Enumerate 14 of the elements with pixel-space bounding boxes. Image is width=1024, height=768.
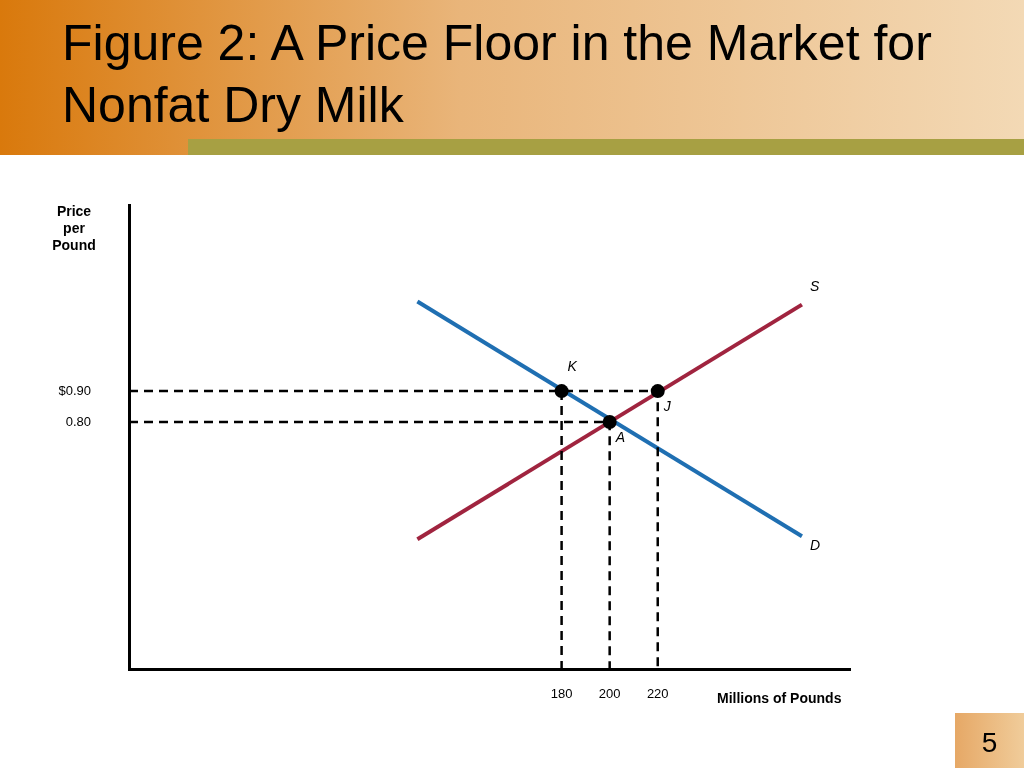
annotation: J xyxy=(662,397,672,414)
x-tick-label: 220 xyxy=(646,686,669,702)
annotation: A xyxy=(614,428,626,445)
x-tick-label: 200 xyxy=(598,686,621,702)
x-tick-label: 180 xyxy=(550,686,573,702)
annotation: K xyxy=(567,357,578,374)
chart-title: Figure 2: A Price Floor in the Market for Nonfat Dry Milk xyxy=(62,14,933,135)
x-axis-title: Millions of Pounds xyxy=(717,689,842,706)
series-label: D xyxy=(809,537,821,554)
y-tick-label: $0.90 xyxy=(58,382,91,398)
y-tick-label: 0.80 xyxy=(65,413,91,429)
y-axis-title: Price per Pound xyxy=(52,202,96,253)
series-label: S xyxy=(809,277,820,294)
text: 5 xyxy=(955,713,1024,768)
